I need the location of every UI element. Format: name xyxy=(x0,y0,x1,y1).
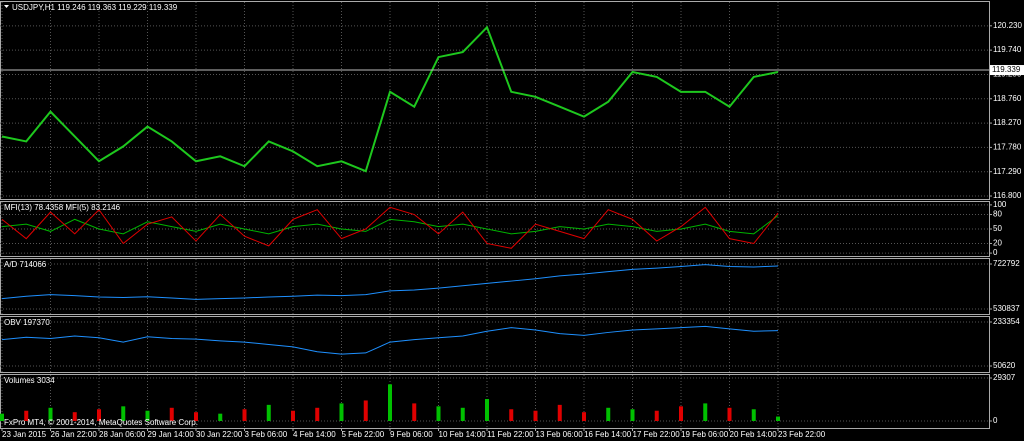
panel-border xyxy=(0,1,990,200)
volume-bar xyxy=(776,416,780,422)
volume-bar xyxy=(266,404,271,422)
volume-bar xyxy=(388,384,392,422)
x-tick-label: 3 Feb 06:00 xyxy=(245,430,288,439)
series-line xyxy=(1,215,779,235)
volume-bar xyxy=(363,400,368,422)
panel-title: MFI(13) 78.4358 MFI(5) 83.2146 xyxy=(4,203,121,212)
y-tick-label: 119.740 xyxy=(993,45,1022,54)
y-tick-label: 233354 xyxy=(993,317,1020,326)
panel-border xyxy=(0,258,990,315)
volume-bar xyxy=(436,406,441,422)
x-tick-label: 5 Feb 22:00 xyxy=(342,430,385,439)
volume-bar xyxy=(509,409,514,422)
y-tick-label: 0 xyxy=(993,248,998,257)
x-tick-label: 13 Feb 06:00 xyxy=(536,430,584,439)
series-line xyxy=(1,325,779,355)
y-tick-label: 50620 xyxy=(993,361,1016,370)
x-tick-label: 20 Feb 14:00 xyxy=(730,430,778,439)
volume-bar xyxy=(727,407,732,422)
volume-bar xyxy=(97,409,101,422)
last-price-box xyxy=(990,65,1024,76)
volume-bar xyxy=(533,410,538,422)
x-tick-label: 9 Feb 06:00 xyxy=(390,430,433,439)
volume-bar xyxy=(339,403,344,422)
y-tick-label: 117.780 xyxy=(993,143,1022,152)
panel-border xyxy=(0,374,990,429)
volume-bar xyxy=(121,406,126,422)
volume-bar xyxy=(315,407,320,422)
volume-bar xyxy=(48,407,53,422)
volume-bar xyxy=(557,404,562,422)
panel-title: USDJPY,H1 119.246 119.363 119.229 119.33… xyxy=(12,3,178,12)
y-tick-label: 20 xyxy=(993,239,1002,248)
panel-border xyxy=(0,316,990,373)
volume-bar xyxy=(703,403,708,422)
volume-bar xyxy=(218,413,223,422)
volume-bar xyxy=(72,412,77,422)
y-tick-label: 118.270 xyxy=(993,118,1022,127)
y-tick-label: 530837 xyxy=(993,304,1020,313)
series-line xyxy=(1,264,779,300)
copyright: FxPro MT4, © 2001-2014, MetaQuotes Softw… xyxy=(4,418,198,427)
x-tick-label: 26 Jan 22:00 xyxy=(51,430,98,439)
volume-bar xyxy=(460,407,465,422)
volume-bar xyxy=(606,407,611,422)
series-line xyxy=(1,25,779,173)
x-tick-label: 16 Feb 14:00 xyxy=(584,430,632,439)
last-price-label: 119.339 xyxy=(992,65,1021,74)
series-line xyxy=(1,206,779,249)
x-tick-label: 23 Feb 22:00 xyxy=(778,430,826,439)
volume-bar xyxy=(582,412,586,422)
y-tick-label: 116.800 xyxy=(993,191,1022,200)
x-tick-label: 11 Feb 22:00 xyxy=(487,430,534,439)
volume-bar xyxy=(169,407,174,422)
x-tick-label: 17 Feb 22:00 xyxy=(633,430,681,439)
x-tick-label: 30 Jan 22:00 xyxy=(196,430,243,439)
y-tick-label: 722792 xyxy=(993,259,1020,268)
y-tick-label: 117.290 xyxy=(993,167,1022,176)
volume-bar xyxy=(751,409,756,422)
volume-bar xyxy=(24,410,29,422)
volume-bar xyxy=(630,409,635,422)
y-tick-label: 120.230 xyxy=(993,21,1022,30)
x-tick-label: 28 Jan 06:00 xyxy=(99,430,146,439)
x-tick-label: 23 Jan 2015 xyxy=(2,430,47,439)
x-tick-label: 10 Feb 14:00 xyxy=(439,430,487,439)
y-tick-label: 0 xyxy=(993,416,998,425)
volume-bar xyxy=(145,410,150,422)
panel-title: A/D 714066 xyxy=(4,260,47,269)
volume-bar xyxy=(194,412,198,422)
volume-bar xyxy=(242,409,247,422)
y-tick-label: 80 xyxy=(993,210,1002,219)
x-tick-label: 4 Feb 14:00 xyxy=(293,430,336,439)
volume-bar xyxy=(485,398,489,422)
menu-arrow xyxy=(4,5,9,8)
y-tick-label: 100 xyxy=(993,200,1007,209)
volume-bar xyxy=(0,413,4,422)
volume-bar xyxy=(679,406,683,422)
volume-bar xyxy=(291,410,295,422)
y-tick-label: 50 xyxy=(993,224,1002,233)
y-tick-label: 29307 xyxy=(993,373,1016,382)
panel-title: Volumes 3034 xyxy=(4,376,55,385)
volume-bar xyxy=(654,410,659,422)
y-tick-label: 118.760 xyxy=(993,94,1022,103)
x-tick-label: 19 Feb 06:00 xyxy=(681,430,729,439)
volume-bar xyxy=(412,403,417,422)
x-tick-label: 29 Jan 14:00 xyxy=(148,430,195,439)
panel-title: OBV 197370 xyxy=(4,318,50,327)
